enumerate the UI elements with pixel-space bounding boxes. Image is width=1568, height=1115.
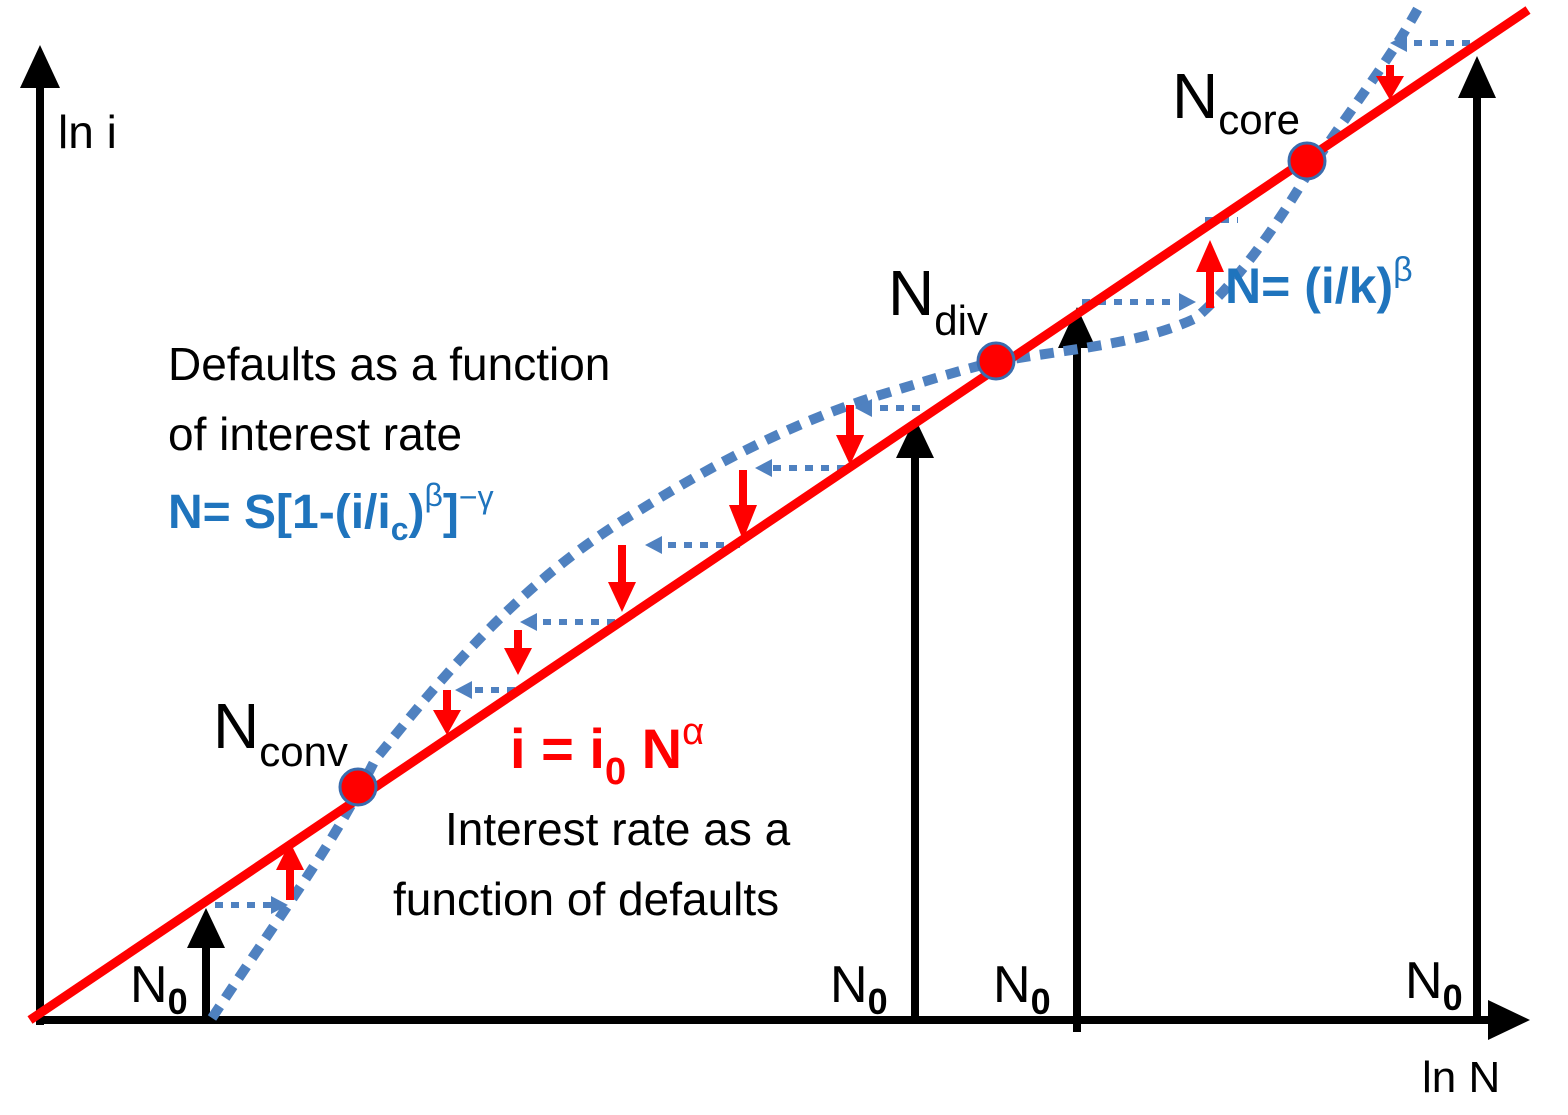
iteration-arrowheads-right [271,293,1196,914]
rate-arrowheads [276,76,1404,870]
defaults-formula: N= S[1-(i/ic)β]−γ [168,477,494,547]
rate-caption-line2: function of defaults [393,873,779,925]
label-n-core: Ncore [1172,60,1300,143]
iteration-arrowheads-left [455,34,1407,699]
label-n0-3: N0 [993,956,1051,1022]
y-axis [20,45,60,1025]
n0-arrow-1 [187,908,225,1020]
defaults-curve [207,2,1425,1021]
label-n0-4: N0 [1405,952,1463,1018]
point-n-div [976,341,1016,381]
power-law-formula: N= (i/k)β [1225,251,1413,314]
y-axis-label: ln i [58,106,117,158]
n0-arrow-2 [896,418,934,1020]
rate-line [27,6,1531,1024]
defaults-caption-line1: Defaults as a function [168,338,610,390]
rate-caption-line1: Interest rate as a [445,803,791,855]
rate-formula: i = i0 Nα [510,711,704,793]
rate-arrows [286,65,1394,900]
n0-arrow-4 [1458,56,1496,1020]
iteration-arrows-left [470,40,1470,693]
defaults-caption-line2: of interest rate [168,408,462,460]
label-n-conv: Nconv [213,690,348,775]
label-n-div: Ndiv [888,257,988,344]
label-n0-2: N0 [830,956,888,1022]
n0-arrow-3 [1058,307,1096,1020]
point-n-conv [338,767,378,807]
point-n-core [1287,141,1327,181]
x-axis [40,1000,1530,1040]
x-axis-label: ln N [1422,1053,1500,1102]
label-n0-1: N0 [130,956,188,1022]
